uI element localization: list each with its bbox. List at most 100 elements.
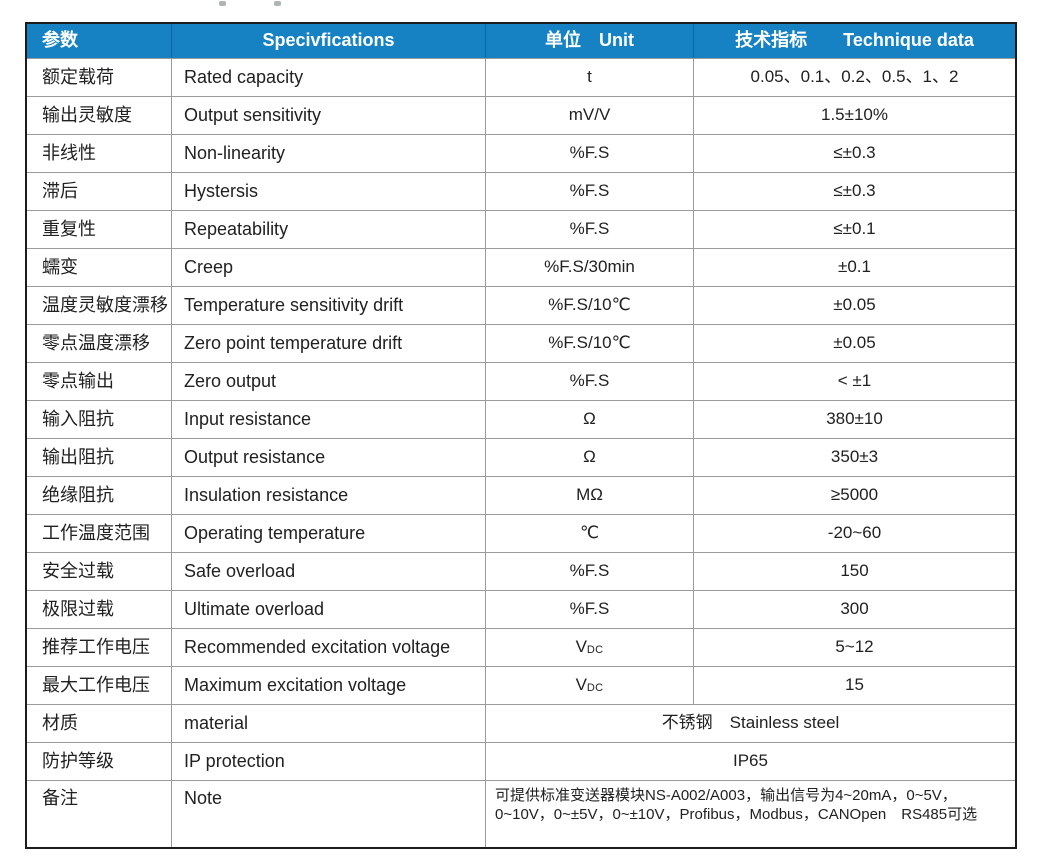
- table-row: 安全过载 Safe overload %F.S 150: [27, 552, 1015, 590]
- spec-en-cell: material: [172, 705, 486, 742]
- table-row: 最大工作电压 Maximum excitation voltage VDC 15: [27, 666, 1015, 704]
- merged-value-cell: IP65: [733, 751, 768, 771]
- value-cell: -20~60: [827, 523, 882, 543]
- param-zh-cell: 输入阻抗: [27, 401, 172, 438]
- unit-cell: t: [486, 59, 694, 96]
- table-row: 零点温度漂移 Zero point temperature drift %F.S…: [27, 324, 1015, 362]
- table-row: 零点输出 Zero output %F.S < ±1: [27, 362, 1015, 400]
- spec-en-cell: Temperature sensitivity drift: [172, 287, 486, 324]
- merged-value-cell: 可提供标准变送器模块NS-A002/A003，输出信号为4~20mA，0~5V，…: [495, 787, 978, 823]
- value-cell: 5~12: [835, 637, 874, 657]
- spec-en-cell: Hystersis: [172, 173, 486, 210]
- value-cell: ±0.05: [833, 333, 876, 353]
- value-cell: 380±10: [826, 409, 883, 429]
- value-cell: 150: [840, 561, 869, 581]
- value-cell: ≤±0.3: [833, 181, 876, 201]
- spec-en-cell: Repeatability: [172, 211, 486, 248]
- spec-en-cell: Insulation resistance: [172, 477, 486, 514]
- param-zh-cell: 额定载荷: [27, 59, 172, 96]
- unit-cell: %F.S: [486, 363, 694, 400]
- header-specifications: Specivfications: [172, 24, 486, 58]
- spec-en-cell: Maximum excitation voltage: [172, 667, 486, 704]
- param-zh-cell: 防护等级: [27, 743, 172, 780]
- table-row: 滞后 Hystersis %F.S ≤±0.3: [27, 172, 1015, 210]
- specification-table: 参数 Specivfications 单位 Unit 技术指标 Techniqu…: [25, 22, 1017, 849]
- table-row: 非线性 Non-linearity %F.S ≤±0.3: [27, 134, 1015, 172]
- unit-cell: %F.S/10℃: [486, 287, 694, 324]
- param-zh-cell: 工作温度范围: [27, 515, 172, 552]
- param-zh-cell: 滞后: [27, 173, 172, 210]
- unit-cell: ℃: [486, 515, 694, 552]
- param-zh-cell: 极限过载: [27, 591, 172, 628]
- table-row: 工作温度范围 Operating temperature ℃ -20~60: [27, 514, 1015, 552]
- spec-en-cell: Operating temperature: [172, 515, 486, 552]
- unit-cell: mV/V: [486, 97, 694, 134]
- param-zh-cell: 温度灵敏度漂移: [27, 287, 172, 324]
- value-cell: ±0.05: [833, 295, 876, 315]
- param-zh-cell: 推荐工作电压: [27, 629, 172, 666]
- spec-en-cell: Zero point temperature drift: [172, 325, 486, 362]
- param-zh-cell: 绝缘阻抗: [27, 477, 172, 514]
- unit-cell: %F.S/10℃: [486, 325, 694, 362]
- unit-cell: MΩ: [486, 477, 694, 514]
- spec-en-cell: Creep: [172, 249, 486, 286]
- value-cell: ≥5000: [830, 485, 879, 505]
- value-cell: 300: [840, 599, 869, 619]
- value-cell: < ±1: [837, 371, 872, 391]
- header-unit: 单位 Unit: [486, 24, 694, 58]
- header-technique-data: 技术指标 Technique data: [735, 30, 974, 51]
- unit-vdc: VDC: [575, 637, 604, 657]
- unit-cell: VDC: [486, 667, 694, 704]
- header-param: 参数: [27, 24, 172, 58]
- scan-artifact: [274, 1, 281, 6]
- param-zh-cell: 零点温度漂移: [27, 325, 172, 362]
- unit-cell: %F.S/30min: [486, 249, 694, 286]
- spec-en-cell: Output resistance: [172, 439, 486, 476]
- table-row: 输出阻抗 Output resistance Ω 350±3: [27, 438, 1015, 476]
- unit-cell: %F.S: [486, 173, 694, 210]
- param-zh-cell: 零点输出: [27, 363, 172, 400]
- scan-artifact: [219, 1, 226, 6]
- table-row: 蠕变 Creep %F.S/30min ±0.1: [27, 248, 1015, 286]
- table-row: 输入阻抗 Input resistance Ω 380±10: [27, 400, 1015, 438]
- table-row: 额定载荷 Rated capacity t 0.05、0.1、0.2、0.5、1…: [27, 58, 1015, 96]
- param-zh-cell: 最大工作电压: [27, 667, 172, 704]
- table-row: 温度灵敏度漂移 Temperature sensitivity drift %F…: [27, 286, 1015, 324]
- table-row: 推荐工作电压 Recommended excitation voltage VD…: [27, 628, 1015, 666]
- param-zh-cell: 非线性: [27, 135, 172, 172]
- spec-en-cell: Rated capacity: [172, 59, 486, 96]
- table-row: 材质 material 不锈钢 Stainless steel: [27, 704, 1015, 742]
- value-cell: 350±3: [830, 447, 879, 467]
- param-zh-cell: 输出灵敏度: [27, 97, 172, 134]
- unit-cell: Ω: [486, 439, 694, 476]
- unit-vdc: VDC: [575, 675, 604, 695]
- unit-cell: VDC: [486, 629, 694, 666]
- spec-en-cell: IP protection: [172, 743, 486, 780]
- spec-en-cell: Non-linearity: [172, 135, 486, 172]
- param-zh-cell: 安全过载: [27, 553, 172, 590]
- param-zh-cell: 蠕变: [27, 249, 172, 286]
- spec-en-cell: Note: [172, 781, 486, 847]
- unit-cell: %F.S: [486, 553, 694, 590]
- param-zh-cell: 材质: [27, 705, 172, 742]
- param-zh-cell: 输出阻抗: [27, 439, 172, 476]
- table-row: 防护等级 IP protection IP65: [27, 742, 1015, 780]
- param-zh-cell: 备注: [27, 781, 172, 847]
- value-cell: 0.05、0.1、0.2、0.5、1、2: [750, 67, 959, 87]
- value-cell: ±0.1: [838, 257, 871, 277]
- table-row: 重复性 Repeatability %F.S ≤±0.1: [27, 210, 1015, 248]
- value-cell: ≤±0.3: [833, 143, 876, 163]
- unit-cell: %F.S: [486, 591, 694, 628]
- table-row: 输出灵敏度 Output sensitivity mV/V 1.5±10%: [27, 96, 1015, 134]
- spec-en-cell: Input resistance: [172, 401, 486, 438]
- param-zh-cell: 重复性: [27, 211, 172, 248]
- table-row: 绝缘阻抗 Insulation resistance MΩ ≥5000: [27, 476, 1015, 514]
- value-cell: ≤±0.1: [833, 219, 876, 239]
- unit-cell: Ω: [486, 401, 694, 438]
- unit-cell: %F.S: [486, 211, 694, 248]
- table-row: 极限过载 Ultimate overload %F.S 300: [27, 590, 1015, 628]
- table-row: 备注 Note 可提供标准变送器模块NS-A002/A003，输出信号为4~20…: [27, 780, 1015, 847]
- spec-en-cell: Output sensitivity: [172, 97, 486, 134]
- merged-value-cell: 不锈钢 Stainless steel: [661, 713, 840, 733]
- unit-cell: %F.S: [486, 135, 694, 172]
